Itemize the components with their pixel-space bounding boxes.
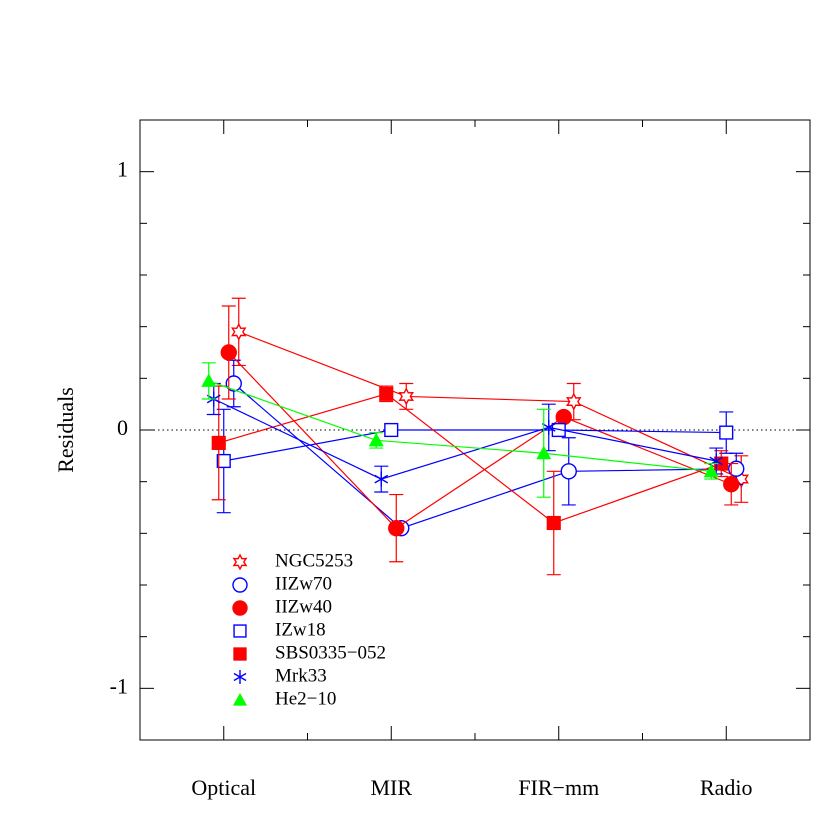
series-line xyxy=(228,352,732,529)
series-line xyxy=(218,393,722,524)
marker xyxy=(233,624,247,638)
x-tick-label: Optical xyxy=(191,775,256,800)
x-tick-label: Radio xyxy=(700,775,753,800)
x-tick-label: FIR−mm xyxy=(518,775,599,800)
marker xyxy=(216,453,231,469)
marker xyxy=(723,476,740,493)
marker xyxy=(374,471,389,487)
series-line xyxy=(223,429,727,462)
marker xyxy=(232,600,248,616)
series-line xyxy=(208,380,712,472)
marker xyxy=(384,422,399,438)
marker xyxy=(388,519,405,537)
legend-label: IZw18 xyxy=(275,619,326,640)
marker xyxy=(225,375,242,392)
marker xyxy=(536,445,552,460)
marker xyxy=(541,419,556,435)
y-axis-label: Residuals xyxy=(53,387,78,473)
legend-label: SBS0335−052 xyxy=(275,642,386,663)
series-line xyxy=(233,383,737,529)
marker xyxy=(560,463,577,480)
marker xyxy=(232,577,248,593)
marker xyxy=(379,386,394,401)
legend-label: IIZw40 xyxy=(275,596,332,617)
marker xyxy=(231,322,247,341)
series-line xyxy=(213,398,717,480)
marker xyxy=(566,392,582,411)
marker xyxy=(233,693,247,706)
legend-label: He2−10 xyxy=(275,688,336,709)
marker xyxy=(546,515,561,531)
marker xyxy=(719,425,734,440)
marker xyxy=(233,647,247,661)
marker xyxy=(201,373,217,387)
marker xyxy=(232,553,248,571)
series-line xyxy=(238,331,742,480)
marker xyxy=(703,463,719,478)
x-tick-label: MIR xyxy=(370,775,412,800)
y-tick-label: 0 xyxy=(117,415,128,440)
y-tick-label: 1 xyxy=(117,157,128,182)
legend-label: Mrk33 xyxy=(275,665,327,686)
marker xyxy=(233,670,247,684)
marker xyxy=(555,408,572,426)
marker xyxy=(368,432,384,447)
legend-label: NGC5253 xyxy=(275,550,353,571)
marker xyxy=(398,387,414,406)
marker xyxy=(211,435,226,450)
y-tick-label: -1 xyxy=(110,673,128,698)
marker xyxy=(220,344,237,361)
legend-label: IIZw70 xyxy=(275,573,332,594)
marker xyxy=(728,460,745,477)
